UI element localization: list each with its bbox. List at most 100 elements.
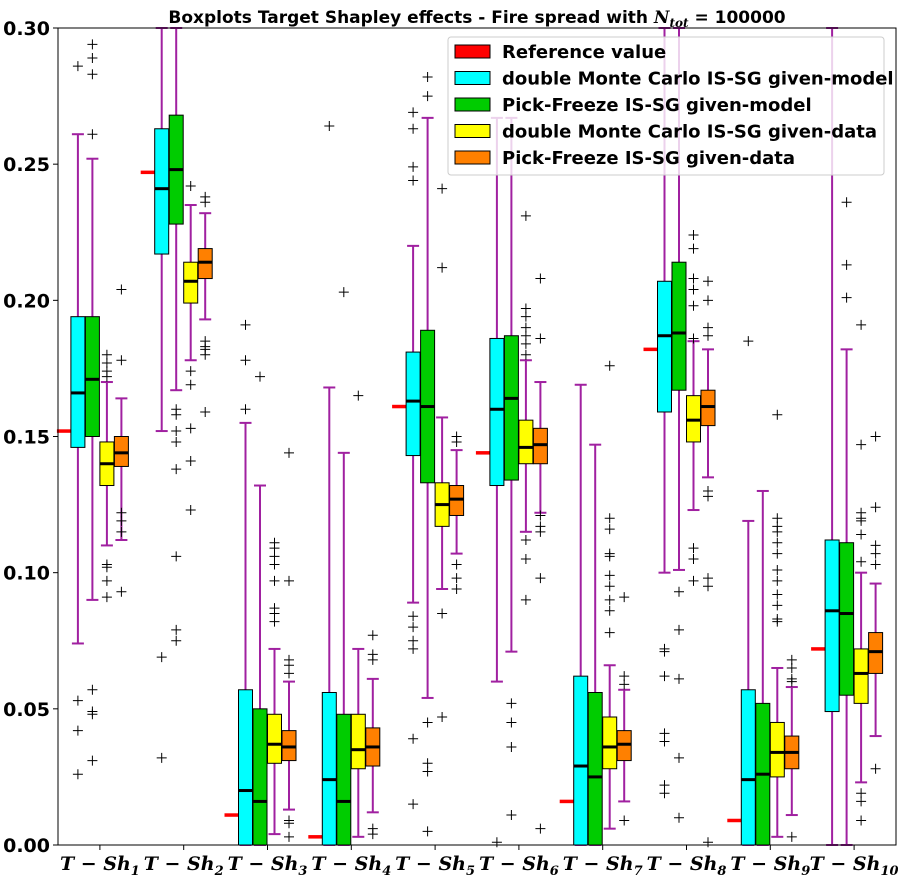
- box-iqr: [267, 713, 282, 764]
- flier-point: [284, 668, 294, 679]
- flier-point: [72, 695, 83, 706]
- y-tick-label: 0.20: [3, 290, 50, 312]
- box-iqr: [503, 335, 519, 481]
- flier-point: [408, 643, 419, 654]
- flier-point: [171, 464, 182, 475]
- flier-point: [772, 548, 783, 559]
- x-tick-label-subscript: 3: [298, 864, 307, 879]
- box-iqr: [839, 542, 855, 696]
- flier-point: [451, 584, 462, 595]
- box-iqr: [587, 691, 603, 846]
- flier-point: [688, 543, 699, 554]
- flier-point: [116, 355, 127, 366]
- flier-point: [185, 379, 196, 390]
- flier-point: [786, 831, 797, 842]
- box-iqr: [238, 689, 253, 846]
- flier-point: [101, 371, 112, 382]
- flier-point: [604, 551, 615, 562]
- flier-point: [171, 635, 182, 646]
- flier-point: [688, 554, 699, 565]
- reference-lines-layer: [56, 170, 826, 839]
- legend-label: double Monte Carlo IS-SG given-model: [502, 69, 894, 90]
- box-iqr: [336, 713, 352, 846]
- flier-point: [451, 559, 462, 570]
- x-tick-label-subscript: 8: [717, 864, 726, 879]
- flier-point: [856, 319, 867, 330]
- flier-point: [856, 556, 867, 567]
- box-iqr: [853, 648, 869, 704]
- box-iqr: [350, 713, 366, 770]
- flier-point: [535, 273, 546, 284]
- flier-point: [688, 333, 699, 344]
- flier-point: [674, 624, 684, 635]
- flier-point: [604, 581, 615, 592]
- flier-point: [255, 371, 265, 382]
- flier-point: [422, 766, 433, 777]
- y-axis: 0.00 0.05 0.10 0.15 0.20 0.25 0.30: [3, 18, 58, 857]
- flier-point: [703, 581, 713, 592]
- flier-point: [156, 752, 167, 763]
- x-tick-label-subscript: 1: [131, 864, 140, 879]
- flier-point: [520, 554, 531, 565]
- x-tick-label: T − Sh4: [311, 853, 391, 879]
- x-tick-label: T − Sh7: [563, 853, 643, 879]
- flier-point: [604, 513, 615, 524]
- x-tick-label-subscript: 10: [880, 864, 898, 879]
- flier-point: [674, 752, 684, 763]
- x-tick-label: T − Sh2: [144, 853, 224, 879]
- flier-point: [185, 505, 196, 516]
- flier-point: [703, 295, 713, 306]
- flier-point: [240, 355, 251, 366]
- flier-point: [703, 491, 713, 502]
- flier-point: [520, 210, 531, 221]
- box-iqr: [518, 419, 534, 465]
- flier-point: [185, 456, 196, 467]
- flier-point: [437, 183, 448, 194]
- flier-point: [856, 529, 867, 540]
- flier-point: [688, 243, 699, 254]
- flier-point: [171, 551, 182, 562]
- x-tick-label-main: T − Sh: [810, 853, 881, 875]
- flier-point: [841, 259, 852, 270]
- y-tick-label: 0.05: [3, 699, 50, 721]
- flier-point: [856, 439, 867, 450]
- flier-point: [87, 52, 98, 63]
- chart-title-symbol: N: [653, 8, 671, 28]
- legend-swatch: [454, 44, 491, 59]
- flier-point: [367, 630, 378, 641]
- flier-point: [408, 622, 419, 633]
- flier-point: [72, 769, 83, 780]
- flier-point: [659, 646, 670, 657]
- flier-point: [171, 436, 182, 447]
- flier-point: [506, 810, 517, 821]
- flier-point: [185, 180, 196, 191]
- flier-point: [786, 662, 797, 673]
- flier-point: [171, 409, 182, 420]
- flier-point: [535, 823, 546, 834]
- x-tick-label-main: T − Sh: [730, 853, 801, 875]
- chart-title-main: Boxplots Target Shapley effects - Fire s…: [168, 8, 654, 28]
- flier-point: [772, 564, 783, 575]
- flier-point: [772, 409, 783, 420]
- flier-point: [408, 799, 419, 810]
- flier-point: [841, 197, 852, 208]
- flier-point: [772, 526, 783, 537]
- flier-point: [185, 423, 196, 434]
- flier-point: [674, 586, 684, 597]
- flier-point: [171, 426, 182, 437]
- flier-point: [688, 229, 699, 240]
- flier-point: [520, 534, 531, 545]
- flier-point: [856, 796, 867, 807]
- flier-point: [674, 673, 684, 684]
- x-tick-label: T − Sh5: [395, 853, 475, 879]
- box-iqr: [740, 689, 756, 846]
- flier-point: [619, 815, 630, 826]
- flier-point: [87, 684, 98, 695]
- flier-point: [772, 575, 783, 586]
- flier-point: [674, 812, 684, 823]
- flier-point: [743, 336, 754, 347]
- x-tick-label-main: T − Sh: [311, 853, 382, 875]
- flier-point: [422, 91, 433, 102]
- box-iqr: [70, 316, 86, 448]
- box-iqr: [573, 675, 589, 846]
